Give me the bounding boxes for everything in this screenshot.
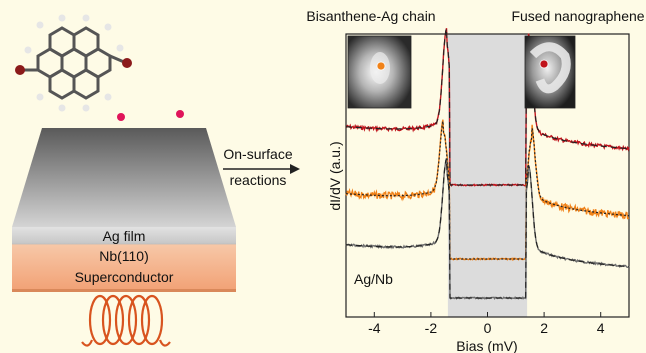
x-tick-group: -4 -2 0 2 4 bbox=[368, 312, 605, 336]
stm-inset-left bbox=[347, 35, 412, 109]
x-tick-label: -4 bbox=[368, 320, 381, 336]
layer-ag-label: Ag film bbox=[103, 228, 146, 244]
y-axis-label: dI/dV (a.u.) bbox=[327, 141, 343, 210]
surface-top bbox=[12, 128, 236, 227]
spectra-plot bbox=[345, 28, 630, 318]
layer-sc-label: Superconductor bbox=[75, 269, 174, 285]
series-orange-measured bbox=[345, 119, 630, 262]
x-tick-label: 2 bbox=[540, 320, 548, 336]
stm-inset-right bbox=[524, 35, 576, 109]
x-tick-label: -2 bbox=[425, 320, 438, 336]
title-left: Bisanthene-Ag chain bbox=[306, 8, 435, 24]
reaction-arrow bbox=[223, 164, 300, 174]
title-right: Fused nanographene bbox=[511, 8, 644, 24]
x-tick-label: 0 bbox=[484, 320, 492, 336]
arrow-label-line2: reactions bbox=[230, 172, 287, 188]
x-tick-label: 4 bbox=[597, 320, 605, 336]
molecule-icon bbox=[15, 14, 132, 112]
x-axis-label: Bias (mV) bbox=[456, 338, 517, 353]
series-orange-fit bbox=[346, 121, 630, 260]
series-red-fit bbox=[345, 28, 629, 186]
arrow-label-line1: On-surface bbox=[223, 146, 292, 162]
substrate-stack bbox=[12, 227, 236, 292]
coil-icon bbox=[81, 294, 171, 347]
gap-shade bbox=[447, 34, 528, 317]
series-gray-fit bbox=[345, 158, 629, 299]
layer-nb-label: Nb(110) bbox=[99, 248, 149, 264]
curve-label-agnb: Ag/Nb bbox=[354, 271, 393, 287]
